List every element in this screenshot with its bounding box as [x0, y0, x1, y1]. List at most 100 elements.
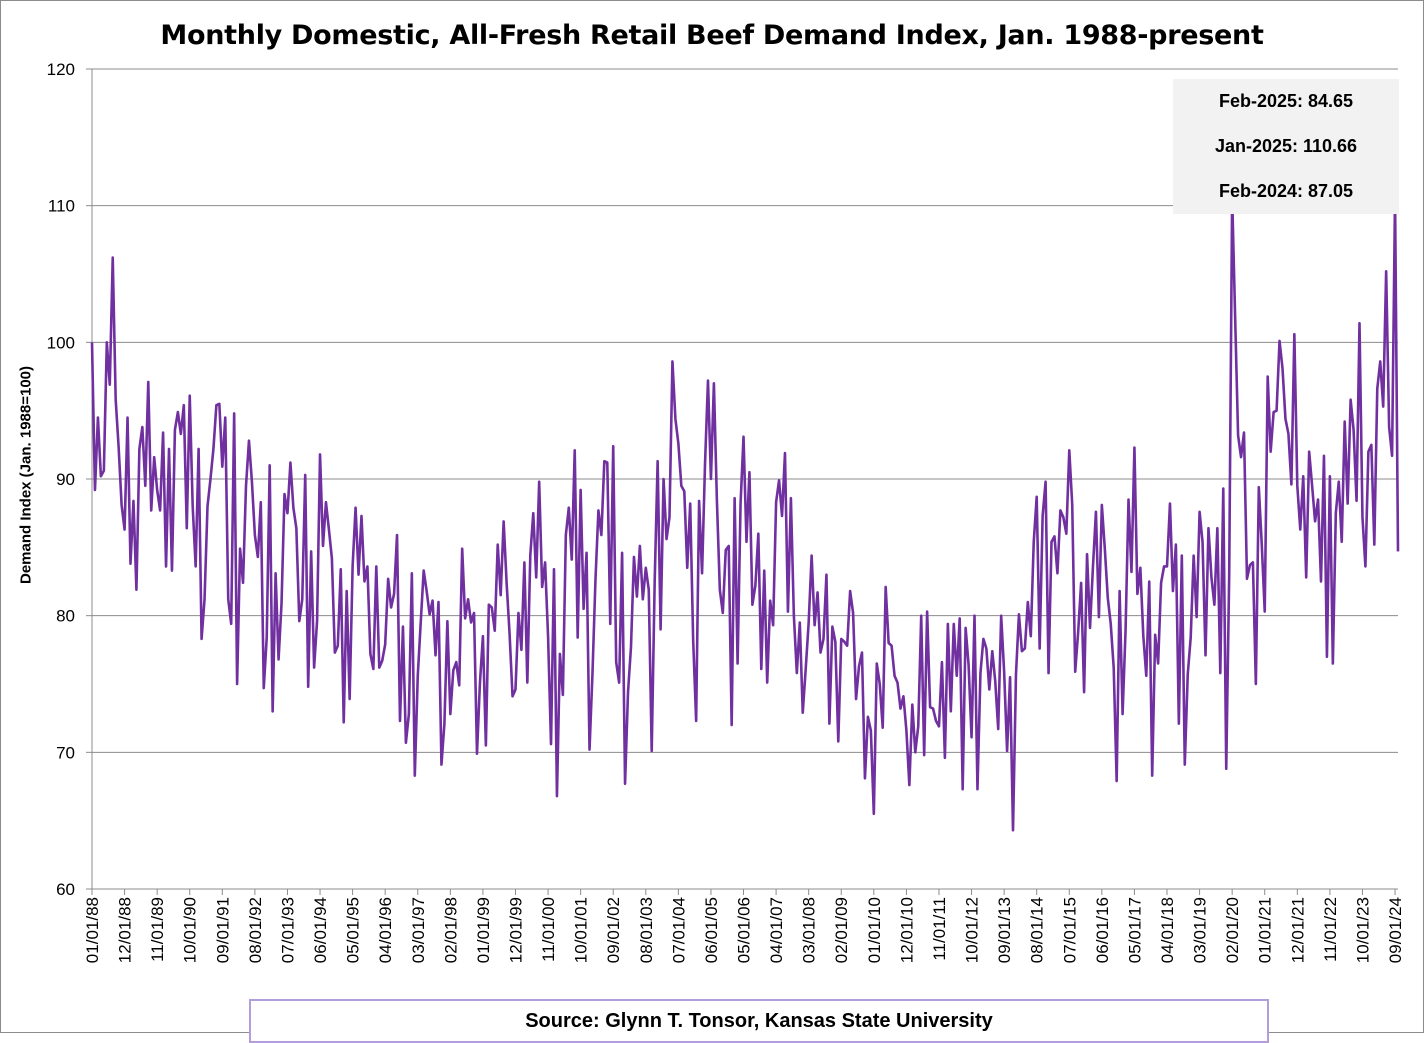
- data-point: [684, 491, 685, 492]
- data-point: [1371, 444, 1372, 445]
- data-point: [1030, 636, 1031, 637]
- data-point: [613, 446, 614, 447]
- data-point: [793, 615, 794, 616]
- data-point: [1365, 566, 1366, 567]
- data-point: [998, 729, 999, 730]
- data-point: [903, 696, 904, 697]
- data-point: [180, 433, 181, 434]
- data-point: [796, 672, 797, 673]
- x-tick-label-09/01/02: 09/01/02: [604, 897, 623, 963]
- data-point: [198, 448, 199, 449]
- data-point: [100, 476, 101, 477]
- data-point: [1006, 750, 1007, 751]
- data-point: [1356, 500, 1357, 501]
- data-point: [876, 663, 877, 664]
- data-point: [956, 675, 957, 676]
- data-point: [524, 562, 525, 563]
- series-line-demand-index: [90, 194, 1400, 832]
- data-point: [1214, 604, 1215, 605]
- data-point: [1184, 764, 1185, 765]
- data-point: [533, 513, 534, 514]
- data-point: [776, 502, 777, 503]
- data-point: [1267, 376, 1268, 377]
- x-tick-label-02/01/20: 02/01/20: [1223, 897, 1242, 963]
- data-point: [1190, 637, 1191, 638]
- data-point: [432, 600, 433, 601]
- data-point: [669, 517, 670, 518]
- data-point: [391, 607, 392, 608]
- data-point: [154, 457, 155, 458]
- data-point: [260, 502, 261, 503]
- data-point: [944, 757, 945, 758]
- data-point: [657, 461, 658, 462]
- data-point: [882, 727, 883, 728]
- data-point: [1326, 656, 1327, 657]
- data-point: [103, 470, 104, 471]
- data-point: [515, 689, 516, 690]
- x-tick-label-02/01/98: 02/01/98: [441, 897, 460, 963]
- data-point: [1172, 590, 1173, 591]
- data-point: [186, 528, 187, 529]
- data-point: [305, 474, 306, 475]
- data-point: [1131, 571, 1132, 572]
- data-point: [672, 361, 673, 362]
- data-point: [1181, 555, 1182, 556]
- data-point: [237, 683, 238, 684]
- data-point: [195, 566, 196, 567]
- data-point: [589, 749, 590, 750]
- data-point: [734, 498, 735, 499]
- x-tick-label-12/01/21: 12/01/21: [1288, 897, 1307, 963]
- data-point: [423, 570, 424, 571]
- x-tick-label-09/01/91: 09/01/91: [213, 897, 232, 963]
- data-point: [192, 506, 193, 507]
- data-point: [228, 599, 229, 600]
- data-point: [201, 638, 202, 639]
- data-point: [1045, 481, 1046, 482]
- data-point: [115, 399, 116, 400]
- y-tick-label-120: 120: [47, 60, 75, 79]
- data-point: [376, 566, 377, 567]
- data-point: [912, 704, 913, 705]
- data-point: [770, 600, 771, 601]
- data-point: [953, 623, 954, 624]
- data-point: [595, 580, 596, 581]
- data-point: [675, 418, 676, 419]
- data-point: [1377, 388, 1378, 389]
- data-point: [142, 426, 143, 427]
- data-point: [906, 730, 907, 731]
- data-point: [482, 636, 483, 637]
- data-point: [497, 544, 498, 545]
- data-point: [1362, 517, 1363, 518]
- data-point: [151, 510, 152, 511]
- data-point: [929, 707, 930, 708]
- data-point: [823, 638, 824, 639]
- data-point: [642, 599, 643, 600]
- data-point: [565, 534, 566, 535]
- y-tick-label-70: 70: [56, 743, 75, 762]
- data-point: [1018, 614, 1019, 615]
- data-point: [183, 405, 184, 406]
- data-point: [1279, 340, 1280, 341]
- data-point: [165, 566, 166, 567]
- data-point: [509, 633, 510, 634]
- data-point: [1158, 663, 1159, 664]
- source-note: Source: Glynn T. Tonsor, Kansas State Un…: [525, 1010, 993, 1032]
- data-point: [1335, 513, 1336, 514]
- data-point: [337, 645, 338, 646]
- data-point: [690, 503, 691, 504]
- data-point: [773, 625, 774, 626]
- data-point: [219, 403, 220, 404]
- data-point: [1048, 672, 1049, 673]
- x-tick-label-06/01/05: 06/01/05: [702, 897, 721, 963]
- data-point: [124, 529, 125, 530]
- x-tick-label-05/01/95: 05/01/95: [344, 897, 363, 963]
- data-point: [636, 596, 637, 597]
- data-point: [1294, 334, 1295, 335]
- data-point: [1178, 723, 1179, 724]
- data-point: [278, 659, 279, 660]
- data-point: [1075, 671, 1076, 672]
- data-point: [645, 567, 646, 568]
- data-point: [275, 573, 276, 574]
- data-point: [832, 626, 833, 627]
- data-point: [417, 675, 418, 676]
